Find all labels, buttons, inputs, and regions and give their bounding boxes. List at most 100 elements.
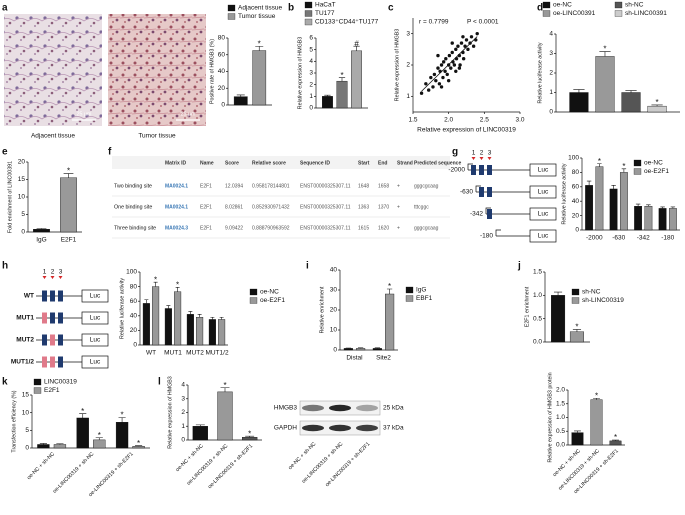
point [431,85,434,88]
significance-mark: * [137,439,140,448]
y-axis-label: Relative expression of HMGB3 [167,376,173,448]
bar [585,185,592,230]
point [454,48,457,51]
bar [322,96,332,108]
x-tick-label: MUT2 [186,350,204,357]
micrograph-caption: Tumor tissue [138,133,176,140]
site-number: 3 [59,269,63,276]
table-cell: 1658 [378,183,389,189]
legend-swatch [228,5,235,11]
bar [165,309,172,346]
binding-site [58,313,63,324]
legend-swatch [406,287,413,293]
significance-mark: * [340,71,343,80]
x-tick-label: E2F1 [61,237,77,244]
x-tick-label: MUT1 [164,350,182,357]
bar [54,444,66,448]
reporter-label: Luc [90,293,101,300]
error-bar [554,292,562,295]
y-tick-label: 40 [218,68,226,75]
construct-label: WT [24,293,34,300]
site-number: 3 [488,150,492,157]
table-cell: E2F1 [200,225,212,231]
y-tick-label: 0 [309,105,313,112]
bar [77,418,89,448]
legend-label: oe-E2F1 [644,168,669,175]
legend-swatch [250,289,257,295]
error-bar [237,95,245,97]
point [470,35,473,38]
point [442,60,445,63]
point [427,88,430,91]
table-header: Start [358,160,370,166]
y-tick-label: 6 [309,35,313,42]
regression-line [422,37,478,92]
error-bar [144,300,148,304]
binding-site [471,165,476,175]
row-label: One binding site [114,204,152,210]
panel-label: j [517,261,521,272]
promoter-label: -180 [480,233,493,240]
table-cell: + [397,225,400,231]
error-bar [198,314,202,317]
error-bar [671,207,675,208]
lane-label: oe-NC + sh-NC [287,441,317,471]
bar [645,206,652,230]
y-tick-label: 0 [21,229,25,236]
significance-mark: * [98,431,101,440]
binding-site [479,165,484,175]
table-cell: gggcgcaag [414,225,439,231]
bar [143,303,150,345]
y-tick-label: 15 [22,392,30,399]
y-tick-label: 100 [568,155,579,162]
y-tick-label: 0.5 [556,428,565,435]
blot-band [356,425,378,431]
significance-mark: * [595,391,598,400]
table-cell: 9.09422 [225,225,243,231]
table-cell: + [397,183,400,189]
y-tick-label: 2 [549,70,553,77]
point [462,57,465,60]
y-tick-label: 5 [25,427,29,434]
y-tick-label: 60 [130,298,138,305]
error-bar [625,91,636,93]
x-tick-label: Site2 [376,355,391,362]
table-cell: 0.852930971432 [252,204,290,210]
y-axis-label: Fold enrichment of LINC00391 [7,161,13,233]
table-cell: MA0024.1 [165,183,188,189]
y-tick-label: 3 [309,70,313,77]
y-tick-label: 1 [549,89,553,96]
y-tick-label: 3 [549,50,553,57]
significance-mark: * [81,407,84,416]
micrograph-caption: Adjacent tissue [31,133,75,140]
panel-label: d [537,3,543,14]
y-tick-label: 2 [309,81,313,88]
point [433,73,436,76]
bar [634,206,641,230]
y-tick-label: 0.0 [533,339,542,346]
y-axis-label: Relative expression of HMGB3 [394,29,400,101]
y-tick-label: 30 [330,287,338,294]
point [438,82,441,85]
y-axis-label: E2F1 enrichment [524,286,530,327]
table-cell: MA0024.1 [165,204,188,210]
table-cell: ENST00000325307.11 [300,183,351,189]
site-arrow [59,276,63,279]
reporter-label: Luc [90,359,101,366]
point [458,63,461,66]
bar [373,348,382,350]
error-bar [587,181,591,185]
legend-label: sh-NC [625,2,644,9]
y-tick-label: 5 [309,46,313,53]
point [476,32,479,35]
blot-band [302,425,324,431]
table-cell: 0.958178144801 [252,183,290,189]
table-cell: E2F1 [200,183,212,189]
binding-site [42,313,47,324]
significance-mark: * [154,275,157,284]
promoter-label: -2000 [448,167,465,174]
point [472,45,475,48]
bar [344,348,353,350]
y-axis-label: Relative luciferase activity [537,42,543,103]
y-tick-label: 1 [181,423,185,430]
